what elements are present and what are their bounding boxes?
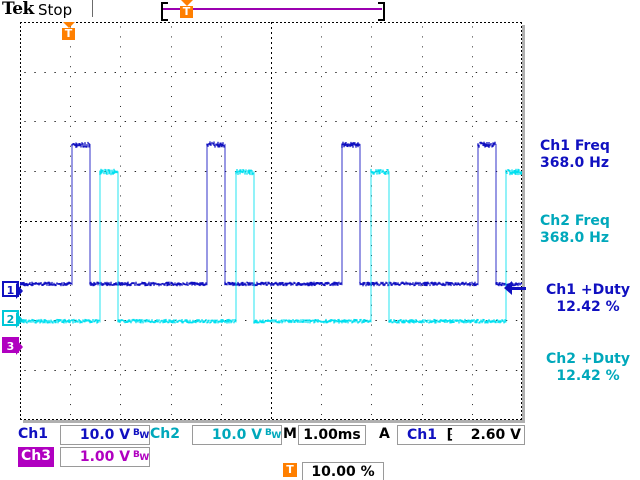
measurement-ch1-freq-label: Ch1 Freq	[540, 138, 610, 154]
channel-marker-ch2-label: 2	[6, 313, 15, 326]
trigger-position-value-text: 10.00 %	[311, 464, 375, 480]
waveform-traces	[20, 141, 522, 420]
ch1-scale-value-text: 10.0 V	[79, 427, 131, 443]
ch3-bandwidth-limit-icon: BW	[133, 450, 150, 463]
graticule-center-vertical-axis	[271, 22, 272, 420]
graticule-frame-left	[20, 22, 21, 420]
ch2-scale-value-text: 10.0 V	[211, 427, 263, 443]
measurement-ch2-freq-label: Ch2 Freq	[540, 213, 610, 229]
graticule-frame-bottom	[20, 419, 522, 420]
header-divider	[92, 0, 93, 17]
trigger-position-icon: T	[283, 463, 297, 477]
channel-marker-ch2-pointer-icon	[16, 312, 23, 328]
trigger-level-arrow-icon[interactable]	[504, 281, 526, 295]
trigger-readout[interactable]: Ch1 ⁅ 2.60 V	[397, 425, 525, 445]
channel-marker-ch3-label: 3	[6, 340, 15, 353]
channel-marker-ch1-label: 1	[6, 284, 15, 297]
horizontal-prefix-label: M	[283, 426, 297, 442]
trigger-grid-marker-t-glyph: T	[62, 28, 75, 40]
trace-ch2	[20, 168, 522, 324]
measurement-ch2-duty[interactable]: Ch2 +Duty 12.42 %	[540, 351, 636, 385]
measurement-ch2-freq-value: 368.0 Hz	[540, 230, 610, 246]
settings-bar-row-3: T 10.00 %	[0, 462, 640, 480]
measurement-ch1-freq[interactable]: Ch1 Freq 368.0 Hz	[540, 138, 610, 172]
graticule-frame-right	[521, 22, 522, 420]
settings-bar-row-2: Ch3 1.00 V BW	[0, 447, 640, 467]
record-length-bar	[163, 8, 382, 10]
channel-marker-ch1[interactable]: 1	[2, 281, 23, 299]
measurement-ch1-duty-value: 12.42 %	[556, 299, 620, 315]
brand-logo: Tek	[2, 0, 34, 19]
horizontal-timebase-text: 1.00ms	[303, 427, 361, 443]
trigger-position-marker-top-icon[interactable]: T	[180, 0, 193, 18]
measurement-ch2-duty-label: Ch2 +Duty	[546, 351, 630, 367]
trace-ch1	[20, 141, 522, 287]
ch3-scale-label[interactable]: Ch3	[18, 447, 54, 467]
record-window-left-bracket	[161, 2, 168, 21]
graticule-frame-top	[20, 22, 522, 23]
ch3-scale-value-text: 1.00 V	[79, 449, 131, 465]
ch1-bandwidth-limit-icon: BW	[133, 428, 150, 441]
ch1-scale-label[interactable]: Ch1	[18, 426, 48, 442]
acquisition-state: Stop	[38, 1, 73, 19]
trigger-grid-marker-triangle-icon	[62, 22, 75, 28]
trigger-position-marker-grid-icon[interactable]: T	[62, 22, 75, 40]
channel-marker-ch3[interactable]: 3	[2, 337, 23, 355]
trigger-source-label: Ch1	[407, 427, 437, 443]
record-window-right-bracket	[378, 2, 385, 21]
channel-marker-ch1-pointer-icon	[16, 283, 23, 299]
measurement-ch2-duty-value: 12.42 %	[556, 368, 620, 384]
ch2-bandwidth-limit-icon: BW	[265, 428, 282, 441]
horizontal-timebase[interactable]: 1.00ms	[298, 425, 366, 445]
ch2-scale-label[interactable]: Ch2	[150, 426, 180, 442]
ch3-scale-value[interactable]: 1.00 V	[60, 447, 150, 467]
measurement-ch1-duty[interactable]: Ch1 +Duty 12.42 %	[540, 282, 636, 316]
trigger-position-value[interactable]: 10.00 %	[302, 462, 384, 480]
measurement-ch1-freq-value: 368.0 Hz	[540, 155, 610, 171]
trigger-marker-triangle-icon	[180, 0, 193, 6]
measurement-ch2-freq[interactable]: Ch2 Freq 368.0 Hz	[540, 213, 610, 247]
channel-marker-ch3-pointer-icon	[16, 339, 23, 355]
measurement-ch1-duty-label: Ch1 +Duty	[546, 282, 630, 298]
trigger-rising-edge-icon: ⁅	[446, 427, 454, 443]
ch1-scale-value[interactable]: 10.0 V	[60, 425, 150, 445]
trigger-mode-label: A	[379, 426, 390, 442]
channel-marker-ch2[interactable]: 2	[2, 310, 23, 328]
settings-bar-row-1: Ch1 10.0 V BW Ch2 10.0 V BW M 1.00ms A C…	[0, 425, 640, 445]
trigger-level-value: 2.60 V	[470, 427, 521, 443]
ch2-scale-value[interactable]: 10.0 V	[192, 425, 282, 445]
waveform-graticule[interactable]	[20, 22, 522, 420]
trigger-marker-t-glyph: T	[180, 6, 193, 18]
